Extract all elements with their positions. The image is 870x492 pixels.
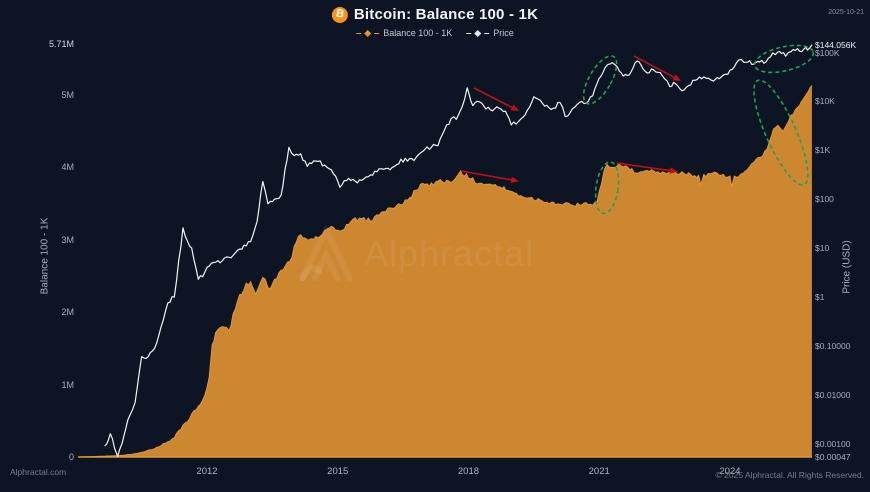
y-right-tick: $1K	[815, 145, 831, 156]
y-left-tick: 3M	[61, 234, 74, 245]
legend-item-price[interactable]: Price	[466, 28, 514, 38]
y-left-tick: 5M	[61, 90, 74, 100]
x-axis-tick: 2012	[196, 466, 218, 477]
chart-date: 2025-10-21	[828, 9, 864, 16]
legend-line-icon	[356, 32, 362, 34]
y-axis-right-title: Price (USD)	[841, 240, 853, 294]
y-left-tick: 1M	[61, 379, 74, 390]
x-axis-tick: 2015	[327, 466, 349, 477]
y-right-tick: $0.00100	[815, 438, 851, 449]
y-right-tick: $0.01000	[815, 389, 851, 400]
x-axis-tick: 2021	[588, 466, 610, 477]
bitcoin-icon: B	[331, 6, 348, 23]
legend-label: Balance 100 - 1K	[383, 28, 453, 38]
y-left-tick: 5.71M	[48, 38, 74, 49]
y-left-tick: 4M	[61, 162, 74, 173]
y-right-tick: $0.00047	[815, 452, 851, 462]
y-right-tick: $10	[815, 243, 830, 254]
y-right-tick: $0.10000	[815, 340, 851, 351]
site-link[interactable]: Alphractal.com	[10, 467, 67, 477]
copyright-text: © 2025 Alphractal. All Rights Reserved.	[715, 470, 864, 480]
legend-line-icon	[466, 32, 472, 34]
y-axis-left-title: Balance 100 - 1K	[39, 217, 51, 295]
legend: Balance 100 - 1K Price	[356, 28, 514, 38]
y-right-tick: $144.056K	[815, 39, 857, 50]
y-left-tick: 0	[68, 452, 74, 462]
y-right-tick: $10K	[815, 96, 835, 107]
y-right-tick: $100	[815, 194, 834, 205]
page-title: Bitcoin: Balance 100 - 1K	[353, 6, 539, 23]
x-axis-tick: 2018	[457, 466, 480, 477]
legend-diamond-icon	[474, 29, 482, 37]
y-left-tick: 2M	[61, 307, 74, 318]
legend-label: Price	[493, 28, 514, 38]
legend-diamond-icon	[364, 29, 372, 37]
legend-line-icon	[484, 32, 490, 34]
x-axis-tick: 2024	[719, 466, 741, 477]
y-right-tick: $100K	[815, 47, 840, 58]
y-right-tick: $1	[815, 292, 825, 302]
legend-item-balance[interactable]: Balance 100 - 1K	[356, 28, 452, 38]
chart-header: B Bitcoin: Balance 100 - 1K	[331, 6, 539, 23]
legend-line-icon	[374, 32, 380, 34]
